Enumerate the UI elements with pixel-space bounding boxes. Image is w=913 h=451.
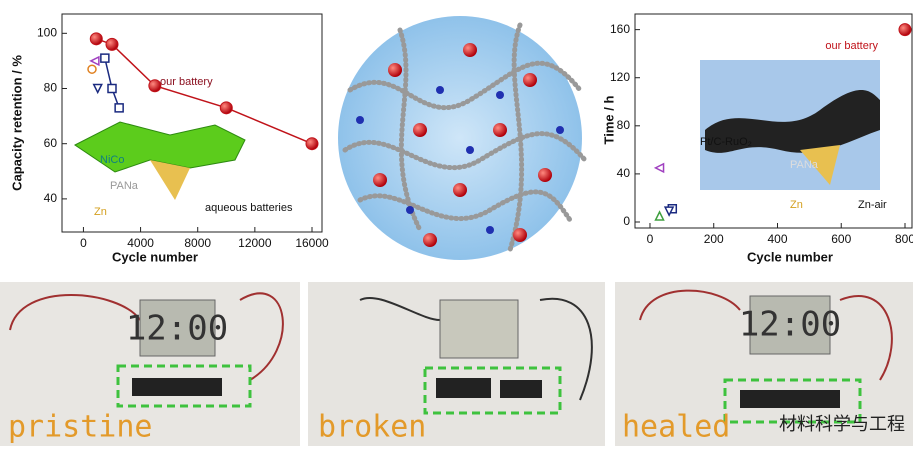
x-tick-label: 12000 — [238, 236, 272, 250]
network-illustration — [338, 16, 582, 260]
data-point — [88, 65, 96, 73]
data-point — [108, 85, 116, 93]
y-tick-label: 120 — [610, 70, 630, 84]
y-tick-label: 40 — [617, 166, 631, 180]
clock-display: 12:00 — [126, 309, 228, 349]
photo-label: pristine — [8, 410, 153, 445]
annotation: Zn-air — [858, 199, 887, 211]
figure: our battery NiCo PANa Zn aqueous batteri… — [0, 0, 913, 446]
photo-label: broken — [318, 410, 426, 445]
photo-pristine: 12:00 pristine — [0, 282, 300, 446]
data-point — [149, 80, 161, 92]
data-point — [101, 54, 109, 62]
y-tick-label: 80 — [44, 81, 58, 95]
annotation: PANa — [790, 159, 819, 171]
data-point — [656, 212, 664, 220]
annotation: aqueous batteries — [205, 202, 293, 214]
annotation: PANa — [110, 180, 139, 192]
data-point — [106, 38, 118, 50]
x-tick-label: 600 — [831, 232, 851, 246]
data-point — [220, 102, 232, 114]
plot-frame — [62, 14, 322, 232]
annotation: Zn — [94, 206, 107, 218]
data-point — [90, 33, 102, 45]
x-tick-label: 800 — [895, 232, 913, 246]
photo-label: healed — [622, 410, 730, 445]
x-axis-label: Cycle number — [747, 249, 833, 264]
x-tick-label: 400 — [767, 232, 787, 246]
data-point — [665, 207, 673, 215]
y-tick-label: 160 — [610, 22, 630, 36]
x-tick-label: 0 — [647, 232, 654, 246]
annotation: NiCo — [100, 154, 124, 166]
y-axis-label: Time / h — [601, 96, 616, 145]
data-point — [94, 85, 102, 93]
clock-display: 12:00 — [739, 305, 841, 345]
annotation: Pt/C-RuO₂ — [700, 136, 752, 148]
annotation: Zn — [790, 199, 803, 211]
data-point — [899, 24, 911, 36]
series-line — [105, 58, 119, 108]
y-tick-label: 100 — [37, 25, 57, 39]
y-tick-label: 40 — [44, 191, 58, 205]
x-tick-label: 16000 — [295, 236, 329, 250]
y-tick-label: 60 — [44, 136, 58, 150]
data-point — [115, 104, 123, 112]
data-point — [656, 164, 664, 172]
y-axis-label: Capacity retention / % — [9, 55, 24, 191]
y-tick-label: 0 — [623, 214, 630, 228]
x-tick-label: 8000 — [184, 236, 211, 250]
x-tick-label: 4000 — [127, 236, 154, 250]
watermark: 材料科学与工程 — [779, 414, 905, 435]
data-point — [306, 138, 318, 150]
photo-broken: broken — [308, 282, 605, 446]
x-tick-label: 0 — [80, 236, 87, 250]
annotation: our battery — [160, 76, 213, 88]
x-axis-label: Cycle number — [112, 249, 198, 264]
data-point — [91, 57, 99, 65]
x-tick-label: 200 — [704, 232, 724, 246]
photo-healed: 12:00 healed 材料科学与工程 — [615, 282, 913, 446]
y-tick-label: 80 — [617, 118, 631, 132]
annotation: our battery — [825, 40, 878, 52]
